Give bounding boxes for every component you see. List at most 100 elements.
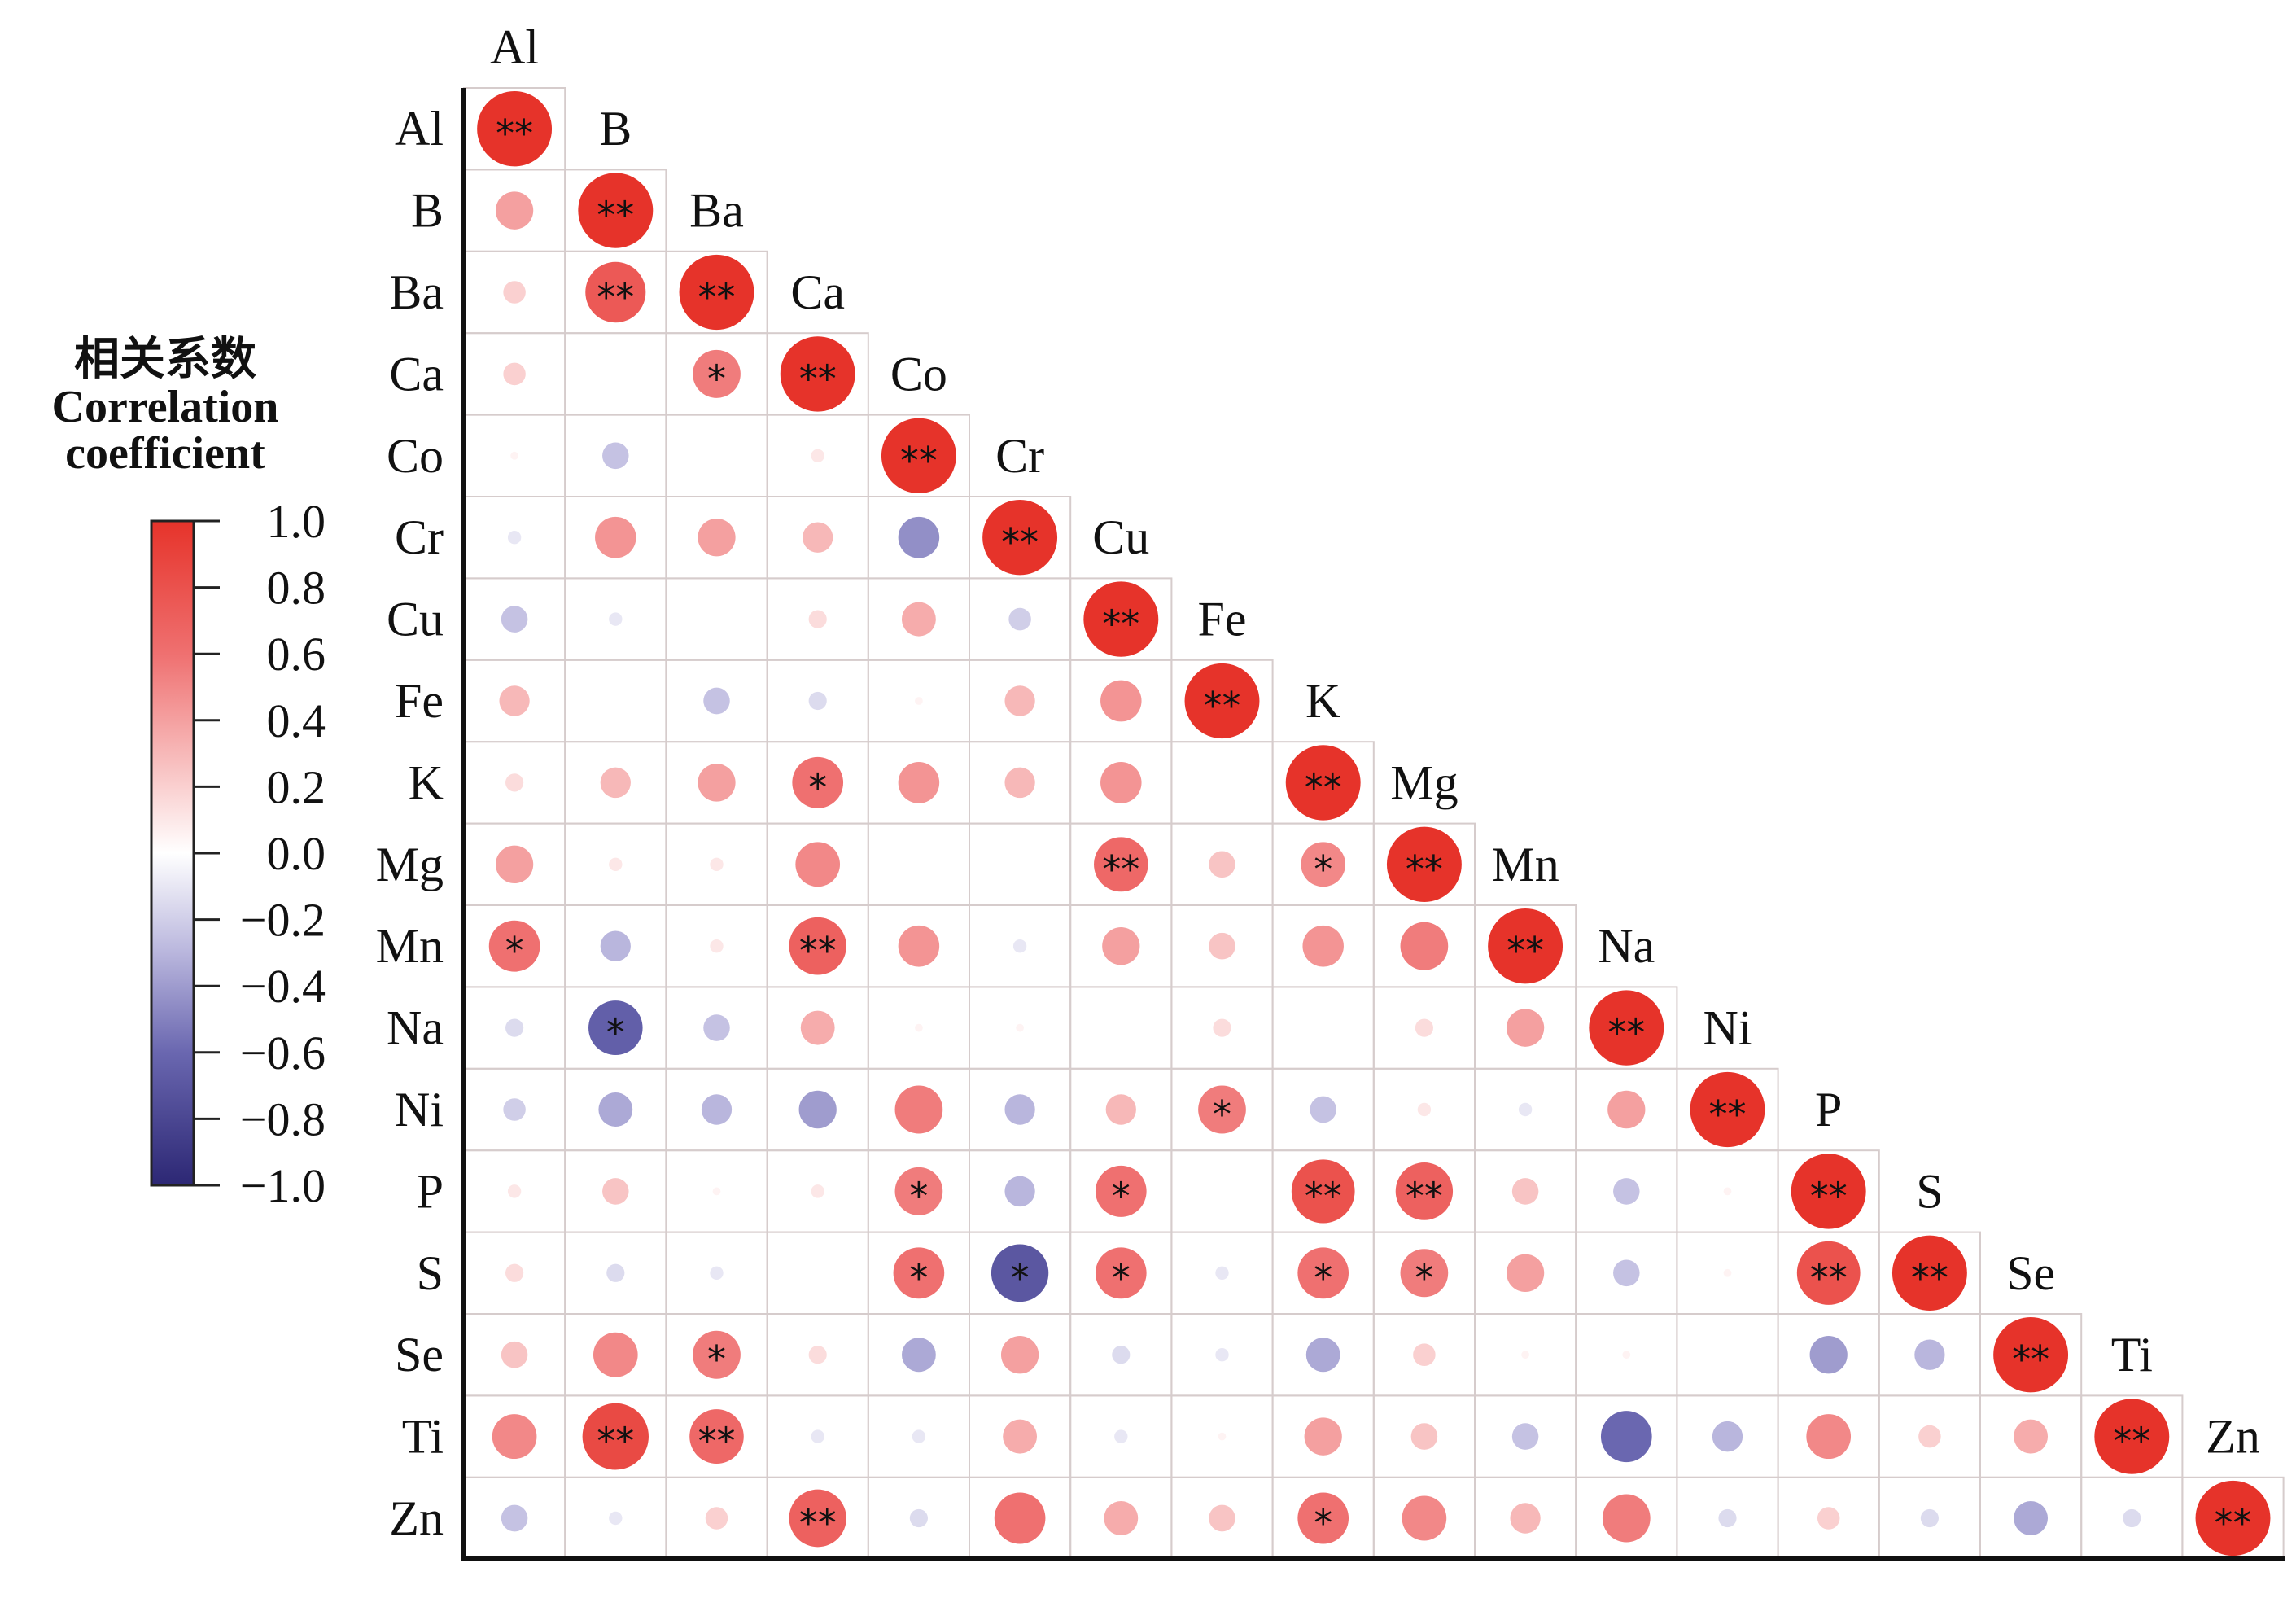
correlation-circle-K-B	[600, 767, 631, 799]
correlation-circle-Mn-Mn	[1488, 908, 1563, 984]
correlation-circle-S-Ba	[710, 1266, 724, 1281]
grid-cell	[766, 1231, 869, 1315]
significance-marker: *	[1415, 1256, 1433, 1300]
colorbar	[150, 519, 195, 1187]
correlation-circle-Ni-Co	[894, 1085, 943, 1134]
correlation-circle-Co-B	[602, 442, 629, 470]
significance-marker: **	[1911, 1256, 1948, 1300]
correlation-circle-P-Al	[507, 1184, 522, 1198]
correlation-circle-Ca-Al	[503, 362, 526, 386]
correlation-circle-Na-B	[588, 1000, 643, 1056]
correlation-circle-Zn-Cr	[994, 1492, 1046, 1544]
significance-marker: *	[1314, 1501, 1332, 1545]
significance-marker: **	[597, 1420, 634, 1464]
column-label-Se: Se	[2006, 1246, 2055, 1300]
correlation-circle-Ti-K	[1304, 1417, 1342, 1456]
correlation-circle-Zn-Ca	[789, 1489, 846, 1548]
correlation-circle-Mn-Co	[898, 925, 940, 967]
correlation-circle-Ti-Na	[1600, 1411, 1652, 1463]
column-label-Co: Co	[890, 347, 947, 401]
correlation-circle-Ni-Al	[503, 1098, 526, 1121]
column-label-Cu: Cu	[1092, 510, 1149, 564]
correlation-circle-S-Fe	[1215, 1266, 1229, 1281]
correlation-circle-Se-Al	[501, 1341, 528, 1368]
significance-marker: *	[1314, 1256, 1332, 1300]
column-label-B: B	[599, 102, 632, 155]
correlation-circle-Mn-Fe	[1209, 932, 1235, 960]
correlation-circle-Mg-B	[609, 857, 623, 872]
correlation-circle-Cu-B	[609, 612, 623, 626]
correlation-circle-P-Na	[1613, 1178, 1640, 1205]
correlation-circle-Cu-Cr	[1008, 607, 1031, 631]
correlation-circle-Ni-Ni	[1690, 1071, 1765, 1148]
correlation-circle-Na-Mg	[1415, 1018, 1433, 1037]
row-label-K: K	[409, 755, 444, 809]
colorbar-tick-label: 0.4	[267, 694, 326, 747]
colorbar-tick-label: −0.6	[240, 1027, 326, 1079]
correlation-circle-Se-Ba	[693, 1330, 741, 1379]
correlation-circle-Zn-Mn	[1510, 1503, 1541, 1534]
significance-marker: *	[606, 1011, 625, 1055]
correlation-circle-Cr-B	[595, 516, 636, 558]
colorbar-tick-label: 0.0	[267, 827, 326, 880]
significance-marker: **	[1507, 929, 1544, 973]
significance-marker: **	[2215, 1501, 2252, 1545]
correlation-circle-S-Cu	[1095, 1247, 1147, 1299]
correlation-circle-Se-Mg	[1413, 1343, 1436, 1367]
correlation-circle-Se-Cu	[1112, 1346, 1131, 1364]
significance-marker: **	[1204, 684, 1241, 728]
correlation-circle-P-P	[1791, 1154, 1866, 1229]
colorbar-tick-label: 0.2	[267, 760, 326, 813]
correlation-circle-Cr-Ca	[803, 522, 833, 553]
significance-marker: *	[808, 765, 827, 809]
significance-marker: **	[1607, 1011, 1645, 1055]
correlation-circle-B-Al	[495, 191, 534, 230]
correlation-circle-Cr-Al	[507, 530, 522, 545]
correlation-circle-Ba-B	[585, 261, 646, 323]
correlation-circle-Ni-Fe	[1198, 1085, 1246, 1134]
correlation-circle-Cu-Al	[501, 606, 528, 633]
grid-cells	[463, 87, 2285, 1561]
column-label-K: K	[1305, 674, 1340, 728]
row-label-Cu: Cu	[387, 593, 444, 646]
correlation-circle-Ti-Fe	[1218, 1432, 1227, 1441]
correlation-circle-Cr-Co	[898, 516, 940, 558]
correlation-circle-Zn-Co	[909, 1508, 928, 1528]
correlation-circle-S-S	[1891, 1235, 1967, 1311]
colorbar-tick-label: −1.0	[240, 1159, 326, 1212]
correlation-circle-Se-Na	[1622, 1351, 1631, 1359]
correlation-circle-Mn-Cu	[1102, 926, 1140, 965]
correlation-circle-Mn-Al	[488, 920, 540, 972]
correlation-circle-Co-Ca	[811, 449, 824, 463]
correlation-circle-S-Co	[893, 1247, 945, 1299]
correlation-circle-Ni-Mn	[1518, 1102, 1533, 1117]
significance-marker: **	[799, 1501, 837, 1545]
correlation-circle-Na-Mn	[1506, 1009, 1545, 1047]
correlation-circle-Cr-Cr	[982, 500, 1058, 576]
correlation-circle-P-Mn	[1511, 1178, 1539, 1205]
colorbar-tick-label: 0.6	[267, 628, 326, 681]
correlation-circle-Na-Na	[1589, 990, 1664, 1066]
correlation-circle-Al-Al	[477, 91, 553, 167]
correlation-circle-S-Mn	[1506, 1254, 1545, 1293]
column-label-S: S	[1916, 1164, 1943, 1218]
correlation-circle-Fe-Co	[915, 697, 923, 705]
grid-cell	[665, 414, 768, 498]
significance-marker: **	[799, 929, 837, 973]
significance-marker: **	[900, 439, 938, 483]
correlation-circle-Zn-Cu	[1104, 1500, 1139, 1536]
correlation-circle-K-Al	[505, 773, 524, 792]
row-label-Zn: Zn	[389, 1491, 444, 1545]
row-label-Fe: Fe	[395, 674, 444, 728]
correlation-circle-Zn-Mg	[1402, 1495, 1447, 1541]
correlation-circle-Zn-B	[609, 1511, 623, 1526]
significance-marker: **	[1406, 847, 1443, 891]
significance-marker: **	[698, 1420, 736, 1464]
correlation-circle-P-Ni	[1723, 1187, 1732, 1196]
correlation-circle-Mn-Mg	[1400, 922, 1449, 970]
correlation-circle-P-Ca	[811, 1184, 824, 1198]
correlation-circle-Ni-Cu	[1105, 1094, 1136, 1125]
correlation-circle-Mg-Fe	[1209, 851, 1235, 878]
correlation-circle-Ti-Mg	[1410, 1423, 1438, 1450]
